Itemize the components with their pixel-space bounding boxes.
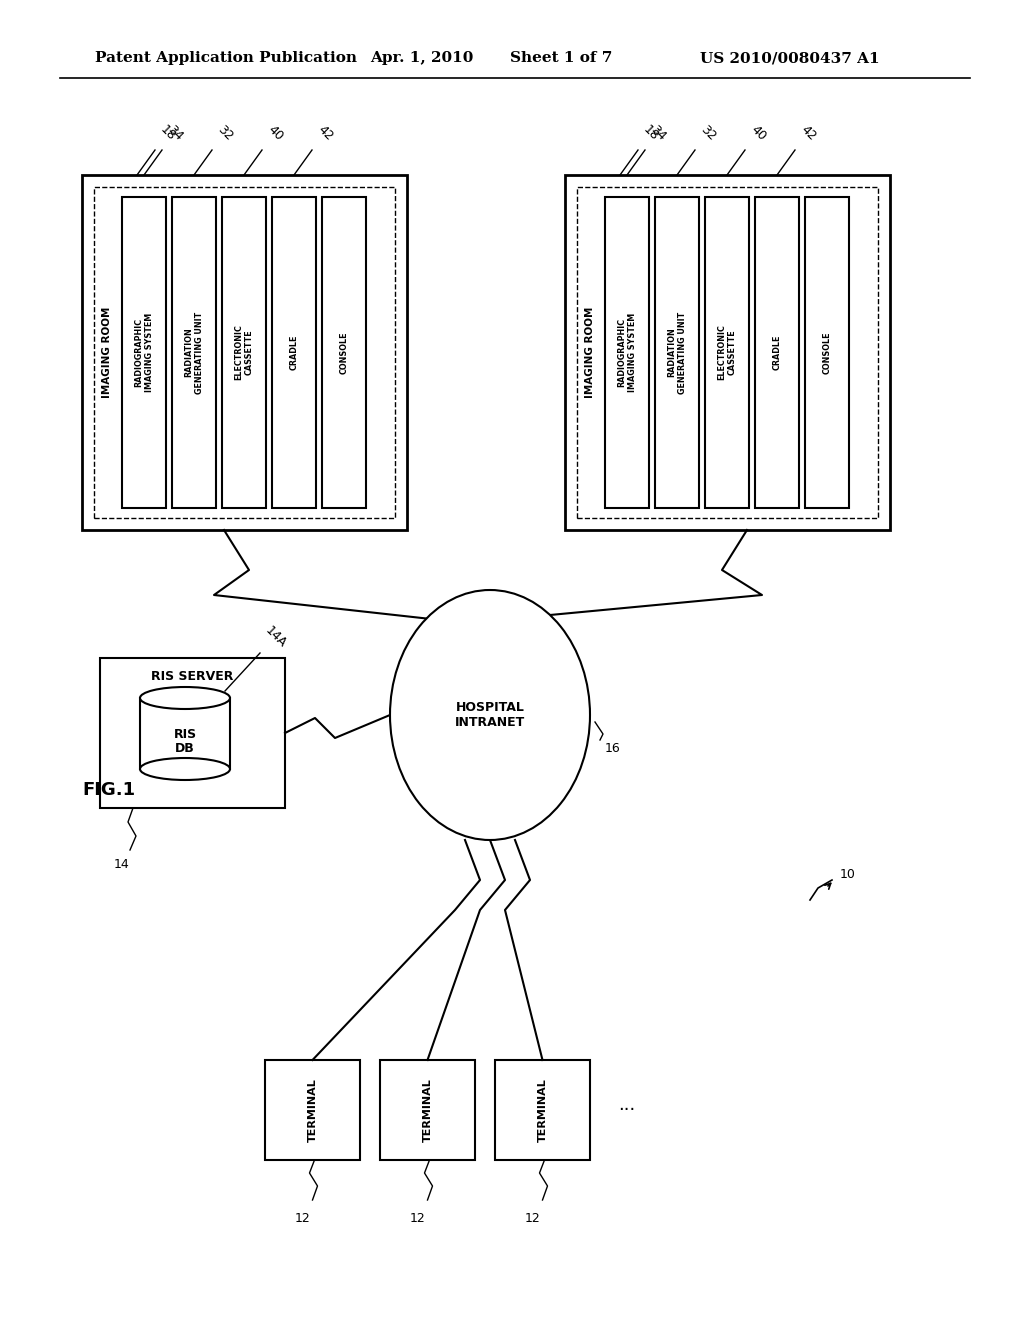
Text: CONSOLE: CONSOLE xyxy=(340,331,348,374)
Text: IMAGING ROOM: IMAGING ROOM xyxy=(102,306,112,399)
Text: 40: 40 xyxy=(748,123,768,143)
Bar xyxy=(805,197,849,508)
Ellipse shape xyxy=(140,758,230,780)
Bar xyxy=(265,1060,360,1160)
Text: ...: ... xyxy=(618,1096,635,1114)
Bar xyxy=(565,176,890,531)
Bar xyxy=(755,197,799,508)
Text: IMAGING ROOM: IMAGING ROOM xyxy=(585,306,595,399)
Text: TERMINAL: TERMINAL xyxy=(538,1078,548,1142)
Text: 16: 16 xyxy=(605,742,621,755)
Text: 10: 10 xyxy=(840,869,856,882)
Text: RIS
DB: RIS DB xyxy=(173,727,197,755)
Bar xyxy=(272,197,316,508)
Text: RADIOGRAPHIC
IMAGING SYSTEM: RADIOGRAPHIC IMAGING SYSTEM xyxy=(617,313,637,392)
Text: FIG.1: FIG.1 xyxy=(82,781,135,799)
Bar xyxy=(140,698,230,770)
Text: Apr. 1, 2010: Apr. 1, 2010 xyxy=(370,51,473,65)
Text: 14A: 14A xyxy=(263,623,290,649)
Text: 34: 34 xyxy=(165,123,185,143)
Text: 18: 18 xyxy=(158,123,178,143)
Text: TERMINAL: TERMINAL xyxy=(307,1078,317,1142)
Text: CONSOLE: CONSOLE xyxy=(822,331,831,374)
Bar xyxy=(577,187,878,517)
Text: 12: 12 xyxy=(410,1212,425,1225)
Text: ELECTRONIC
CASSETTE: ELECTRONIC CASSETTE xyxy=(234,325,254,380)
Text: CRADLE: CRADLE xyxy=(290,335,299,370)
Text: 32: 32 xyxy=(215,123,236,143)
Bar xyxy=(495,1060,590,1160)
Bar xyxy=(82,176,407,531)
Text: 42: 42 xyxy=(315,123,335,143)
Text: RADIOGRAPHIC
IMAGING SYSTEM: RADIOGRAPHIC IMAGING SYSTEM xyxy=(134,313,154,392)
Text: 40: 40 xyxy=(265,123,286,143)
Text: 18: 18 xyxy=(641,123,662,143)
Text: 34: 34 xyxy=(648,123,669,143)
Ellipse shape xyxy=(390,590,590,840)
Text: RADIATION
GENERATING UNIT: RADIATION GENERATING UNIT xyxy=(668,312,687,393)
Bar xyxy=(122,197,166,508)
Text: 12: 12 xyxy=(295,1212,310,1225)
Bar xyxy=(222,197,266,508)
Text: CRADLE: CRADLE xyxy=(772,335,781,370)
Text: Patent Application Publication: Patent Application Publication xyxy=(95,51,357,65)
Bar xyxy=(100,657,285,808)
Ellipse shape xyxy=(140,686,230,709)
Bar xyxy=(322,197,366,508)
Text: Sheet 1 of 7: Sheet 1 of 7 xyxy=(510,51,612,65)
Bar xyxy=(705,197,749,508)
Text: HOSPITAL
INTRANET: HOSPITAL INTRANET xyxy=(455,701,525,729)
Bar xyxy=(94,187,395,517)
Text: RADIATION
GENERATING UNIT: RADIATION GENERATING UNIT xyxy=(184,312,204,393)
Text: 12: 12 xyxy=(524,1212,541,1225)
Text: 42: 42 xyxy=(798,123,818,143)
Bar xyxy=(380,1060,475,1160)
Text: 14: 14 xyxy=(114,858,130,871)
Text: 32: 32 xyxy=(698,123,718,143)
Text: TERMINAL: TERMINAL xyxy=(423,1078,432,1142)
Bar xyxy=(172,197,216,508)
Bar xyxy=(655,197,699,508)
Bar xyxy=(605,197,649,508)
Text: RIS SERVER: RIS SERVER xyxy=(152,669,233,682)
Text: US 2010/0080437 A1: US 2010/0080437 A1 xyxy=(700,51,880,65)
Text: ELECTRONIC
CASSETTE: ELECTRONIC CASSETTE xyxy=(717,325,736,380)
